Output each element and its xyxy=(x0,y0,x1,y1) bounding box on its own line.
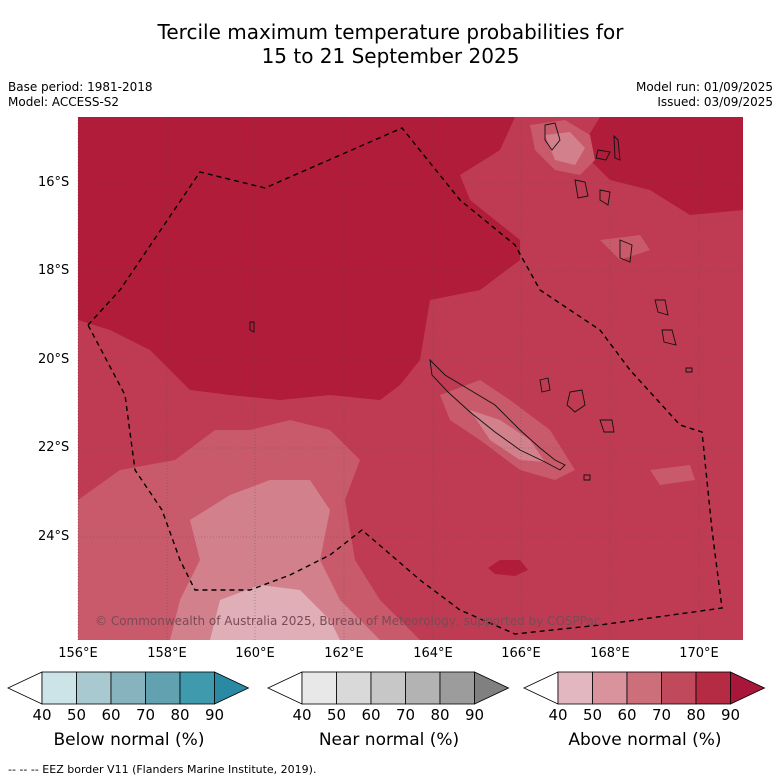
lon-label-164e: 164°E xyxy=(413,646,453,661)
meta-right: Model run: 01/09/2025 Issued: 03/09/2025 xyxy=(636,80,773,110)
colorbar-above-low-extend xyxy=(523,671,559,705)
vanuatu-islands-outline xyxy=(574,134,677,346)
issued-text: Issued: 03/09/2025 xyxy=(657,95,773,109)
lon-label-156e: 156°E xyxy=(58,646,98,661)
probability-field xyxy=(78,117,743,640)
field-60-vanuatu xyxy=(545,132,585,165)
colorbar-above-high-extend xyxy=(730,671,766,705)
colorbar-above-tick: 70 xyxy=(651,706,672,724)
colorbar-below-tick: 70 xyxy=(135,706,156,724)
colorbar-below-tick: 90 xyxy=(204,706,225,724)
lon-label-160e: 160°E xyxy=(235,646,275,661)
lon-label-166e: 166°E xyxy=(501,646,541,661)
meta-left: Base period: 1981-2018 Model: ACCESS-S2 xyxy=(8,80,153,110)
colorbar-below-tick: 60 xyxy=(101,706,121,724)
lat-label-24s: 24°S xyxy=(38,529,70,544)
colorbar-above-tick: 60 xyxy=(617,706,637,724)
field-70-east xyxy=(600,235,650,260)
new-caledonia-outline xyxy=(429,358,566,471)
field-90-northeast xyxy=(580,117,743,215)
lon-label-170e: 170°E xyxy=(679,646,719,661)
field-50-south xyxy=(210,585,340,640)
map-title: Tercile maximum temperature probabilitie… xyxy=(0,20,781,68)
chesterfield-outline xyxy=(249,321,255,333)
field-70-southeast xyxy=(650,465,695,485)
colorbar-above-tick: 80 xyxy=(686,706,706,724)
lon-label-162e: 162°E xyxy=(324,646,364,661)
colorbar-above-tick: 50 xyxy=(582,706,603,724)
lon-label-158e: 158°E xyxy=(147,646,187,661)
coastlines xyxy=(249,122,693,481)
loyalty-islands-outline xyxy=(539,377,615,433)
colorbar-below-segment xyxy=(145,671,181,705)
title-line-1: Tercile maximum temperature probabilitie… xyxy=(157,20,624,44)
field-90-north xyxy=(78,117,520,400)
field-90-blob xyxy=(488,560,528,576)
colorbar-title-near: Near normal (%) xyxy=(318,730,460,750)
colorbar-near-segment xyxy=(336,671,372,705)
field-60-newcal xyxy=(470,410,545,462)
lat-label-18s: 18°S xyxy=(38,263,70,278)
colorbar-above-segment xyxy=(695,671,731,705)
colorbar-near-tick: 50 xyxy=(326,706,347,724)
colorbar-near-tick: 40 xyxy=(292,706,312,724)
colorbar-below-segment xyxy=(76,671,112,705)
colorbar-near-low-extend xyxy=(267,671,303,705)
colorbar-below-tick: 40 xyxy=(32,706,52,724)
colorbar-above-tick: 90 xyxy=(720,706,741,724)
title-line-2: 15 to 21 September 2025 xyxy=(261,44,520,68)
colorbar-near-tick: 80 xyxy=(430,706,450,724)
model-text: Model: ACCESS-S2 xyxy=(8,95,120,109)
colorbar-below-segment xyxy=(179,671,215,705)
colorbar-near-segment xyxy=(439,671,475,705)
colorbar-above-segment xyxy=(626,671,662,705)
colorbar-near-segment xyxy=(370,671,406,705)
colorbar-above-segment xyxy=(661,671,697,705)
colorbar-title-below: Below normal (%) xyxy=(53,730,205,750)
colorbar-above-segment xyxy=(557,671,593,705)
gridlines xyxy=(77,117,743,640)
colorbar-below-segment xyxy=(41,671,77,705)
base-period-text: Base period: 1981-2018 xyxy=(8,80,153,94)
colorbar-above-segment xyxy=(592,671,628,705)
lat-label-20s: 20°S xyxy=(38,352,70,367)
colorbar-below-low-extend xyxy=(7,671,43,705)
colorbar-title-above: Above normal (%) xyxy=(568,730,722,750)
colorbar-below-high-extend xyxy=(214,671,250,705)
colorbars xyxy=(7,671,766,705)
colorbar-below-tick: 50 xyxy=(66,706,87,724)
espiritu-santo-outline xyxy=(544,122,561,151)
small-island-outline xyxy=(583,367,693,481)
colorbar-near-high-extend xyxy=(474,671,510,705)
eez-border xyxy=(87,127,723,635)
lat-label-22s: 22°S xyxy=(38,440,70,455)
colorbar-above-tick: 40 xyxy=(548,706,568,724)
lat-label-16s: 16°S xyxy=(38,175,70,190)
colorbar-below-segment xyxy=(110,671,146,705)
colorbar-near-segment xyxy=(301,671,337,705)
model-run-text: Model run: 01/09/2025 xyxy=(635,80,773,94)
copyright-text: © Commonwealth of Australia 2025, Bureau… xyxy=(95,614,601,628)
eez-legend-text: -- -- -- EEZ border V11 (Flanders Marine… xyxy=(8,763,317,776)
colorbar-near-tick: 60 xyxy=(361,706,381,724)
lon-label-168e: 168°E xyxy=(590,646,630,661)
colorbar-below-tick: 80 xyxy=(170,706,190,724)
colorbar-near-segment xyxy=(405,671,441,705)
colorbar-near-tick: 90 xyxy=(464,706,485,724)
colorbar-near-tick: 70 xyxy=(395,706,416,724)
